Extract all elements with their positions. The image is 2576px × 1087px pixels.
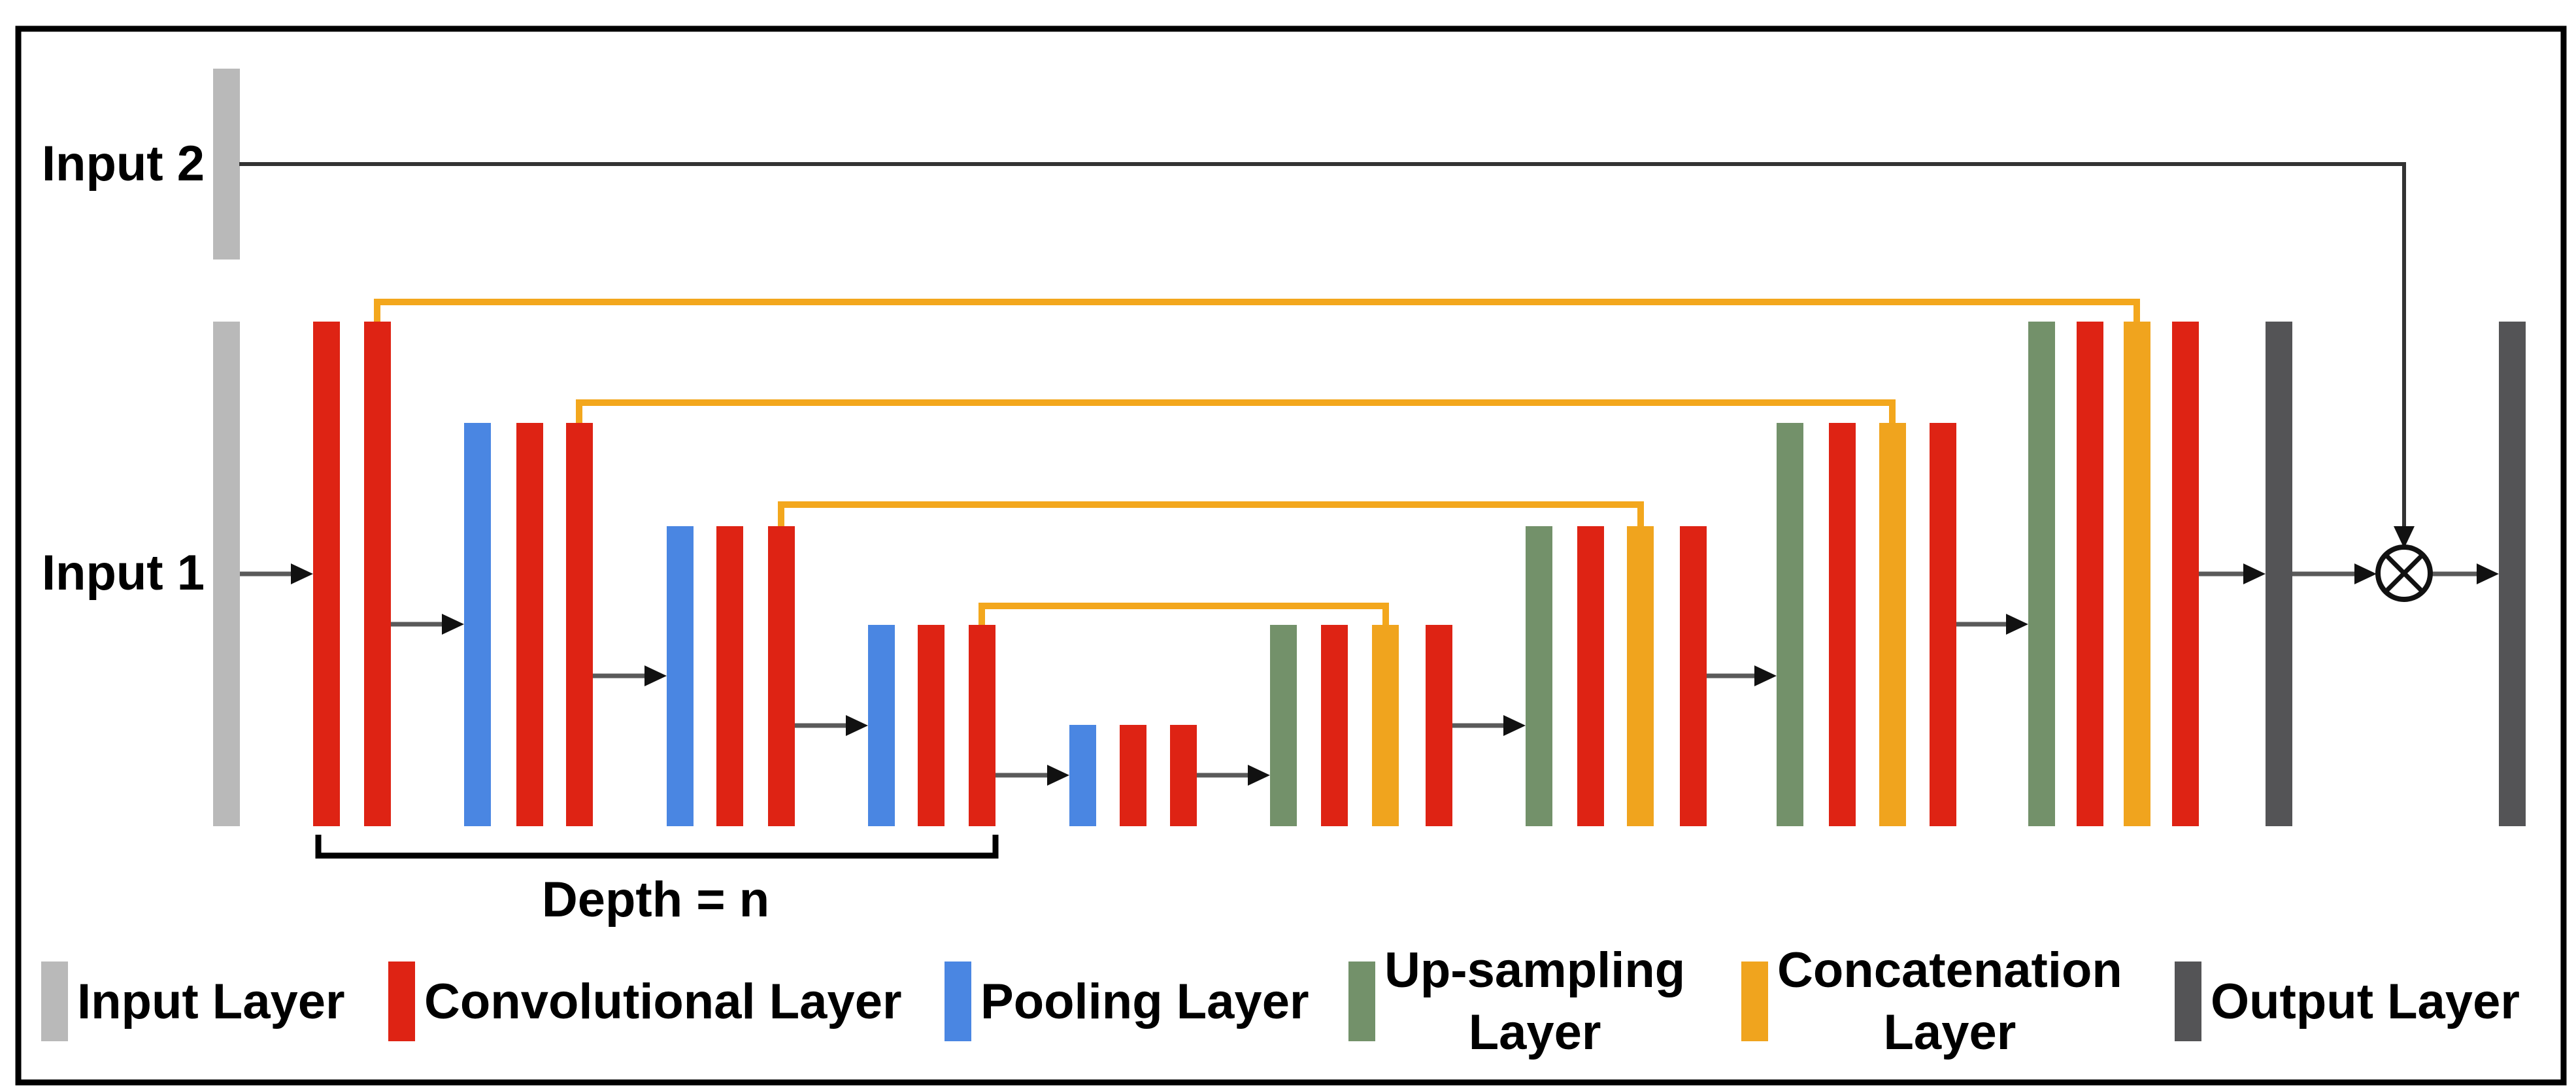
enc4-conv1: [918, 625, 945, 826]
input2-bar: [213, 69, 240, 259]
arrow-enc2-enc3-arrowhead: [644, 665, 667, 686]
enc4-pool: [868, 625, 895, 826]
depth-label: Depth = n: [541, 872, 770, 928]
dec4-concat: [1372, 625, 1399, 826]
dec2-conv2: [1930, 423, 1956, 826]
legend-label-output: Output Layer: [2211, 973, 2520, 1029]
enc3-conv1: [716, 526, 743, 826]
pool-swatch: [945, 962, 971, 1041]
dec2-conv1: [1829, 423, 1856, 826]
conv-swatch: [388, 962, 415, 1041]
output1-bar: [2266, 322, 2292, 826]
legend-label-pool: Pooling Layer: [980, 973, 1309, 1029]
depth-bracket: [315, 835, 999, 859]
dec4-upsample: [1270, 625, 1297, 826]
output-swatch: [2175, 962, 2201, 1041]
skip-connection-3: [778, 501, 1644, 526]
dec1-upsample: [2028, 322, 2055, 826]
arrow-multiply-output2-arrowhead: [2477, 563, 2499, 584]
upsample-swatch: [1348, 962, 1375, 1041]
legend-item-concat: Concatenation Layer: [1741, 926, 2122, 1077]
enc1-conv2: [364, 322, 391, 826]
dec2-concat: [1879, 423, 1906, 826]
arrow-bottleneck-dec4-arrowhead: [1248, 765, 1270, 786]
enc2-pool: [464, 423, 491, 826]
arrow-output1-multiply-arrowhead: [2354, 563, 2377, 584]
legend-label-conv: Convolutional Layer: [424, 973, 902, 1029]
multiply-x-stroke-2: [2384, 553, 2424, 594]
enc3-conv2: [768, 526, 795, 826]
input2-connector-line: [239, 162, 2406, 531]
legend-label-concat: Concatenation Layer: [1777, 943, 2122, 1060]
dec4-conv2: [1426, 625, 1452, 826]
dec3-conv1: [1577, 526, 1604, 826]
skip-connection-1: [374, 299, 2140, 322]
legend: Input Layer Convolutional Layer Pooling La…: [0, 926, 2576, 1077]
dec3-upsample: [1526, 526, 1552, 826]
arrow-enc4-bottleneck-arrowhead: [1047, 765, 1069, 786]
legend-item-pool: Pooling Layer: [945, 926, 1309, 1077]
enc2-conv1: [516, 423, 543, 826]
input1-bar: [213, 322, 240, 826]
arrow-dec3-dec2-arrowhead: [1754, 665, 1777, 686]
enc4-conv2: [969, 625, 995, 826]
bottleneck-conv2: [1170, 725, 1197, 826]
input1-label: Input 1: [41, 545, 205, 601]
legend-item-upsample: Up-sampling Layer: [1348, 926, 1685, 1077]
input-swatch: [41, 962, 68, 1041]
dec3-concat: [1627, 526, 1654, 826]
arrow-dec4-dec3-arrowhead: [1503, 715, 1526, 736]
input2-connector-arrowhead: [2394, 526, 2415, 548]
concat-swatch: [1741, 962, 1768, 1041]
dec2-upsample: [1777, 423, 1803, 826]
output2-bar: [2499, 322, 2526, 826]
arrow-enc1-enc2-arrowhead: [442, 614, 464, 635]
dec1-conv2: [2172, 322, 2199, 826]
dec4-conv1: [1321, 625, 1348, 826]
enc2-conv2: [566, 423, 593, 826]
bottleneck-pool: [1069, 725, 1096, 826]
legend-item-input: Input Layer: [41, 926, 345, 1077]
arrow-dec1-output1-arrowhead: [2243, 563, 2266, 584]
legend-item-conv: Convolutional Layer: [388, 926, 902, 1077]
legend-label-input: Input Layer: [77, 973, 345, 1029]
arrow-input1-enc1-arrowhead: [291, 563, 313, 584]
legend-item-output: Output Layer: [2175, 926, 2520, 1077]
enc3-pool: [667, 526, 694, 826]
dec3-conv2: [1680, 526, 1707, 826]
dec1-concat: [2124, 322, 2150, 826]
arrow-dec2-dec1-arrowhead: [2006, 614, 2028, 635]
input2-label: Input 2: [41, 136, 205, 192]
enc1-conv1: [313, 322, 340, 826]
figure-border: [15, 25, 2567, 1086]
skip-connection-2: [576, 399, 1896, 423]
skip-connection-4: [979, 603, 1389, 625]
arrow-enc3-enc4-arrowhead: [846, 715, 868, 736]
dec1-conv1: [2077, 322, 2103, 826]
legend-label-upsample: Up-sampling Layer: [1384, 943, 1686, 1060]
bottleneck-conv1: [1120, 725, 1146, 826]
